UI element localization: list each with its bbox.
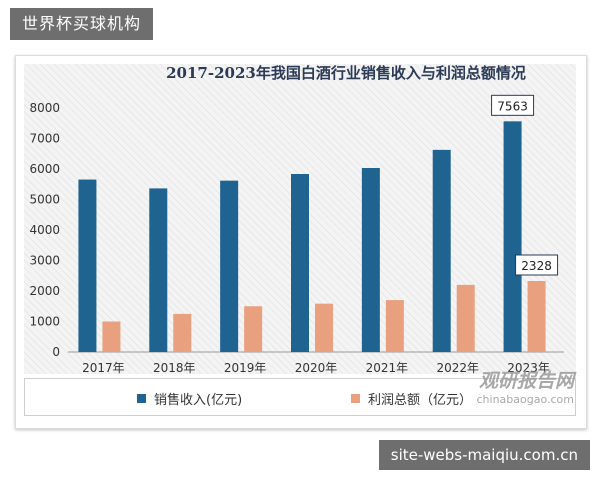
y-tick-label: 6000 — [29, 162, 60, 176]
bar-revenue — [432, 149, 451, 352]
y-tick-label: 4000 — [29, 223, 60, 237]
data-label-box — [515, 254, 559, 276]
legend: 销售收入(亿元) 利润总额（亿元） — [24, 378, 576, 416]
bar-profit — [527, 280, 546, 352]
top-label: 世界杯买球机构 — [10, 8, 154, 40]
watermark: 观研报告网 chinabaogao.com — [477, 366, 575, 406]
bar-profit — [244, 306, 263, 352]
data-label: 2328 — [521, 259, 552, 273]
x-tick-label: 2018年 — [153, 361, 196, 375]
data-label-box — [491, 94, 535, 116]
legend-label-revenue: 销售收入(亿元) — [154, 393, 243, 408]
bar-profit — [385, 300, 404, 352]
bar-profit — [173, 313, 192, 352]
watermark-url: chinabaogao.com — [476, 393, 575, 406]
y-tick-label: 5000 — [29, 193, 60, 207]
x-tick-label: 2019年 — [224, 361, 267, 375]
y-tick-label: 2000 — [29, 284, 60, 298]
y-tick-label: 1000 — [29, 315, 60, 329]
bottom-label: site-webs-maiqiu.com.cn — [378, 440, 590, 470]
bar-profit — [315, 303, 333, 352]
data-label: 7563 — [497, 99, 528, 113]
chart-title: 2017-2023年我国白酒行业销售收入与利润总额情况 — [166, 64, 526, 82]
x-tick-label: 2020年 — [295, 361, 338, 375]
x-tick-label: 2023年 — [507, 361, 550, 375]
x-tick-label: 2022年 — [436, 361, 479, 375]
x-tick-label: 2021年 — [366, 361, 409, 375]
x-tick-label: 2017年 — [82, 361, 125, 375]
y-tick-label: 3000 — [29, 254, 60, 268]
bar-chart: 0 1000 2000 3000 4000 5000 6000 7000 8000 2017年 20… — [29, 94, 564, 375]
bar-revenue — [78, 179, 97, 352]
legend-swatch-revenue — [137, 394, 146, 403]
watermark-brand: 观研报告网 — [478, 370, 574, 392]
legend-swatch-profit — [351, 394, 360, 403]
y-tick-label: 0 — [52, 345, 60, 359]
legend-label-profit: 利润总额（亿元） — [368, 393, 473, 408]
legend-item-profit: 利润总额（亿元） — [351, 389, 472, 408]
bar-revenue — [291, 174, 309, 352]
y-tick-label: 8000 — [29, 101, 60, 115]
bar-revenue — [220, 180, 239, 352]
bar-profit — [102, 321, 121, 352]
bar-profit — [456, 284, 475, 352]
bar-revenue — [361, 167, 380, 352]
bar-revenue — [503, 121, 522, 353]
legend-item-revenue: 销售收入(亿元) — [137, 389, 242, 408]
y-tick-label: 7000 — [29, 132, 60, 146]
bar-revenue — [149, 188, 168, 352]
chart-frame: 2017-2023年我国白酒行业销售收入与利润总额情况 0 1000 2000 300… — [15, 55, 587, 429]
